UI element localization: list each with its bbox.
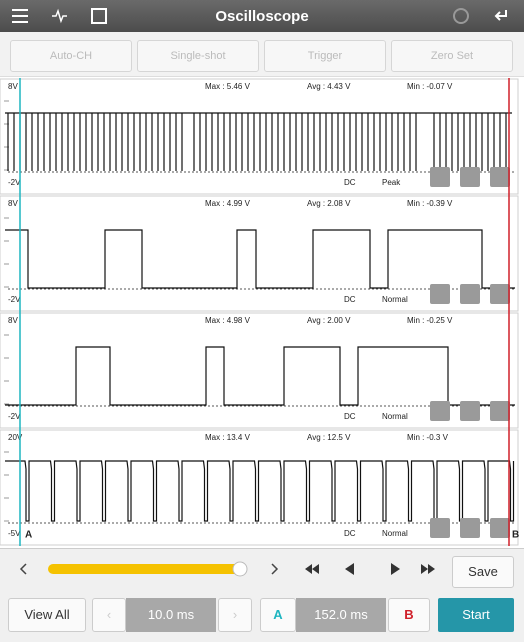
trigger-button[interactable]: Trigger: [264, 40, 386, 72]
channel-top-scale: 8V: [8, 316, 18, 325]
time-div-display: 10.0 ms: [126, 598, 216, 632]
fit-button[interactable]: [490, 167, 510, 187]
channel-min: Min : -0.3 V: [407, 433, 449, 442]
cursor-b-button[interactable]: B: [388, 598, 430, 632]
channel-mode: Peak: [382, 178, 401, 187]
channel-top-scale: 8V: [8, 82, 18, 91]
toolbar-icons: [12, 8, 507, 24]
channel-min: Min : -0.07 V: [407, 82, 453, 91]
view-all-button[interactable]: View All: [8, 598, 86, 632]
channel-max: Max : 13.4 V: [205, 433, 251, 442]
channel-top-scale: 8V: [8, 199, 18, 208]
channel-bottom-scale: -5V: [8, 529, 21, 538]
time-decrease-button[interactable]: ‹: [92, 598, 126, 632]
channel-coupling: DC: [344, 412, 356, 421]
zoom-out-button[interactable]: [430, 518, 450, 538]
channel-min: Min : -0.25 V: [407, 316, 453, 325]
zoom-in-button[interactable]: [460, 167, 480, 187]
scope-area: 8V Max : 5.46 V Avg : 4.43 V Min : -0.07 V -…: [0, 78, 519, 546]
channel-bottom-scale: -2V: [8, 178, 21, 187]
channel-avg: Avg : 12.5 V: [307, 433, 351, 442]
cursor-a-label: A: [25, 530, 32, 541]
channel-max: Max : 4.99 V: [205, 199, 251, 208]
zoom-in-button[interactable]: [460, 518, 480, 538]
auto-ch-button[interactable]: Auto-CH: [10, 40, 132, 72]
title: Oscilloscope: [215, 8, 309, 25]
channel-avg: Avg : 2.08 V: [307, 199, 351, 208]
fit-button[interactable]: [490, 401, 510, 421]
channel-avg: Avg : 2.00 V: [307, 316, 351, 325]
zoom-out-button[interactable]: [430, 167, 450, 187]
channel-coupling: DC: [344, 178, 356, 187]
control-icons: [19, 561, 435, 577]
channel-bottom-scale: -2V: [8, 412, 21, 421]
cursor-b-label: B: [512, 530, 519, 541]
channel-coupling: DC: [344, 295, 356, 304]
waveform: [5, 346, 515, 406]
time-increase-button[interactable]: ›: [218, 598, 252, 632]
save-button[interactable]: Save: [452, 556, 514, 588]
start-button[interactable]: Start: [438, 598, 514, 632]
cursor-delta-display: 152.0 ms: [296, 598, 386, 632]
channel-mode: Normal: [382, 529, 408, 538]
fit-button[interactable]: [490, 284, 510, 304]
zoom-in-button[interactable]: [460, 284, 480, 304]
zoom-out-button[interactable]: [430, 401, 450, 421]
waveform: [5, 229, 515, 289]
channel-mode: Normal: [382, 295, 408, 304]
channel-max: Max : 4.98 V: [205, 316, 251, 325]
channel-top-scale: 20V: [8, 433, 23, 442]
zoom-in-button[interactable]: [460, 401, 480, 421]
zero-set-button[interactable]: Zero Set: [391, 40, 513, 72]
channel-min: Min : -0.39 V: [407, 199, 453, 208]
channel-max: Max : 5.46 V: [205, 82, 251, 91]
cursor-a-button[interactable]: A: [260, 598, 296, 632]
zoom-out-button[interactable]: [430, 284, 450, 304]
channel-mode: Normal: [382, 412, 408, 421]
fit-button[interactable]: [490, 518, 510, 538]
waveform: [5, 112, 512, 171]
channel-bottom-scale: -2V: [8, 295, 21, 304]
single-shot-button[interactable]: Single-shot: [137, 40, 259, 72]
channel-coupling: DC: [344, 529, 356, 538]
top-bar: Oscilloscope: [0, 0, 524, 32]
channel-avg: Avg : 4.43 V: [307, 82, 351, 91]
